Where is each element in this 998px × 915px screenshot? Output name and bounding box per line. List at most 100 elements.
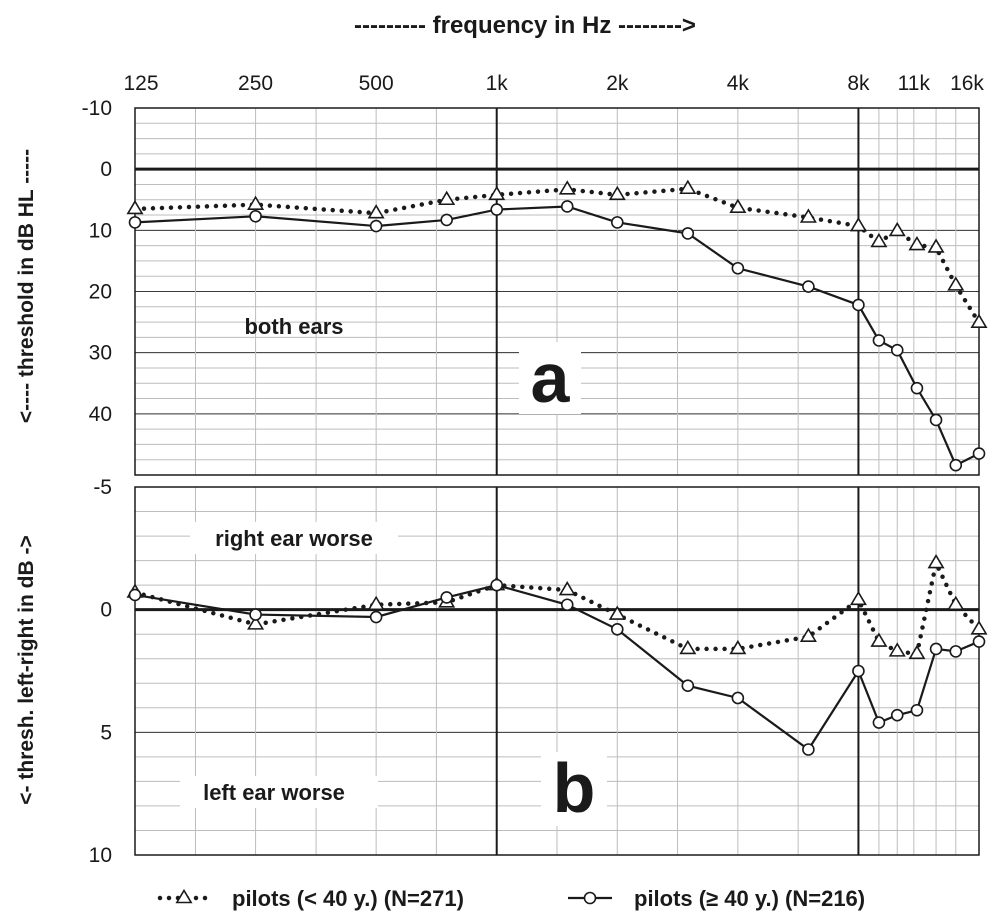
data-point-old xyxy=(731,691,745,705)
data-point-young xyxy=(247,195,265,210)
data-point-old xyxy=(249,608,262,621)
data-point-old xyxy=(949,645,963,658)
data-point-old xyxy=(610,216,624,229)
data-point-old xyxy=(910,703,924,717)
data-point-young xyxy=(367,595,385,611)
data-point-young xyxy=(927,553,945,569)
y-tick-label: 20 xyxy=(89,281,112,304)
y-tick-label: 5 xyxy=(100,721,112,744)
annotation-right-ear-worse: right ear worse xyxy=(215,526,373,551)
data-point-old xyxy=(872,716,886,729)
data-point-young xyxy=(126,199,144,215)
data-point-young xyxy=(679,639,697,655)
data-point-young xyxy=(247,615,265,630)
data-point-young xyxy=(947,595,965,611)
legend-item-old: pilots (≥ 40 y.) (N=216) xyxy=(568,886,865,911)
x-tick-label-2k: 2k xyxy=(606,72,629,95)
x-tick-label-1k: 1k xyxy=(486,72,509,95)
y-tick-label: 0 xyxy=(100,158,112,181)
y-tick-labels-panel-a: -10 0 10 20 30 40 xyxy=(82,97,112,426)
data-point-old xyxy=(972,635,986,648)
x-tick-label-125: 125 xyxy=(123,72,158,95)
data-point-old xyxy=(560,200,574,213)
data-point-young xyxy=(849,216,867,232)
panel-b-left-right-difference: right ear worse left ear worse b xyxy=(126,486,988,856)
legend: pilots (< 40 y.) (N=271) pilots (≥ 40 y.)… xyxy=(157,886,865,911)
x-axis-title: --------- frequency in Hz --------> xyxy=(354,12,696,39)
series-line-young xyxy=(132,186,982,325)
data-point-old xyxy=(929,642,943,656)
x-tick-label-4k: 4k xyxy=(727,72,750,95)
annotation-left-ear-worse: left ear worse xyxy=(203,780,345,805)
x-tick-label-8k: 8k xyxy=(847,72,870,95)
data-point-old xyxy=(490,578,504,592)
y-tick-label: 0 xyxy=(100,599,112,622)
data-point-young xyxy=(438,190,456,206)
data-point-old xyxy=(369,610,383,624)
x-tick-label-250: 250 xyxy=(238,72,273,95)
data-point-old xyxy=(910,381,924,395)
annotation-both-ears: both ears xyxy=(244,314,343,339)
data-point-young xyxy=(970,313,988,328)
y-tick-label: -5 xyxy=(93,476,112,499)
data-point-young xyxy=(947,276,965,291)
data-point-young xyxy=(558,580,576,596)
y-tick-label: 40 xyxy=(89,403,112,426)
data-point-young xyxy=(908,235,926,251)
data-point-young xyxy=(870,232,888,248)
panel-letter-a: a xyxy=(531,339,571,417)
data-point-young xyxy=(488,185,506,201)
data-point-old xyxy=(802,743,815,756)
data-point-young xyxy=(870,632,888,647)
data-point-old xyxy=(802,280,815,293)
legend-marker-young xyxy=(175,888,193,904)
data-point-young xyxy=(888,221,906,237)
data-point-old xyxy=(128,216,142,229)
y-axis-title-panel-a: <---- threshold in dB HL ----- xyxy=(15,149,38,423)
data-point-young xyxy=(799,208,817,223)
y-tick-labels-panel-b: -5 0 5 10 xyxy=(89,476,112,867)
x-tick-label-16k: 16k xyxy=(950,72,984,95)
data-point-young xyxy=(729,639,747,655)
data-point-old xyxy=(681,679,695,693)
data-point-old xyxy=(852,664,865,678)
data-point-old xyxy=(949,458,963,472)
data-point-young xyxy=(679,179,697,195)
y-tick-label: 10 xyxy=(89,844,112,867)
data-point-old xyxy=(872,334,886,347)
x-tick-labels: 125 250 500 1k 2k 4k 8k 11k 16k xyxy=(123,72,984,95)
data-point-young xyxy=(849,590,867,606)
panel-a-both-ears: both ears a xyxy=(126,107,988,476)
x-tick-label-500: 500 xyxy=(359,72,394,95)
data-point-old xyxy=(890,708,904,722)
legend-label-young: pilots (< 40 y.) (N=271) xyxy=(232,886,464,911)
legend-label-old: pilots (≥ 40 y.) (N=216) xyxy=(634,886,865,911)
data-point-young xyxy=(970,620,988,635)
data-point-old xyxy=(681,227,695,240)
data-point-old xyxy=(440,591,453,604)
data-point-old xyxy=(731,261,745,275)
data-point-old xyxy=(440,213,453,227)
data-point-young xyxy=(608,185,626,201)
data-point-young xyxy=(927,238,945,253)
data-point-young xyxy=(888,642,906,657)
data-point-old xyxy=(890,343,904,357)
legend-marker-old xyxy=(583,891,597,905)
panel-letter-b: b xyxy=(553,749,596,827)
data-point-young xyxy=(367,204,385,219)
y-tick-label: 30 xyxy=(89,342,112,365)
data-point-old xyxy=(128,588,142,602)
data-point-old xyxy=(560,598,574,612)
y-tick-label: -10 xyxy=(82,97,112,120)
data-point-young xyxy=(729,198,747,214)
y-tick-label: 10 xyxy=(89,219,112,242)
data-point-old xyxy=(852,298,865,312)
data-point-old xyxy=(249,209,262,223)
y-axis-title-panel-b: <- thresh. left-right in dB -> xyxy=(15,535,38,805)
data-point-old xyxy=(929,413,943,427)
data-point-old xyxy=(610,622,624,636)
data-point-old xyxy=(490,203,504,216)
data-point-old xyxy=(972,447,986,460)
data-point-young xyxy=(799,627,817,642)
